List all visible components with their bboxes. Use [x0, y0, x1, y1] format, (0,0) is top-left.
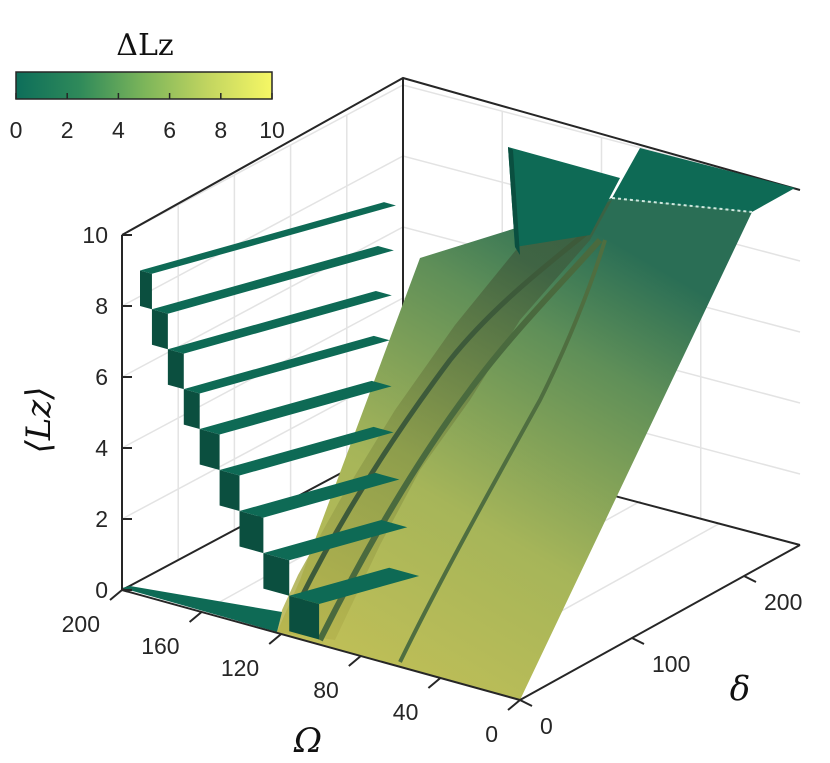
y-tick: [519, 699, 533, 707]
z-axis-label: ⟨Lz⟩: [19, 386, 59, 453]
x-tick-label: 120: [221, 655, 259, 681]
step-riser: [199, 429, 220, 470]
transition-stripe: [297, 228, 592, 602]
y-tick-label: 200: [764, 589, 802, 615]
plateau-wedge: [508, 147, 620, 247]
colorbar-tick-label: 0: [10, 117, 23, 143]
step-riser: [219, 470, 240, 511]
z-axis: 0 2 4 6 8 10: [82, 222, 132, 603]
colorbar-gradient: [15, 71, 273, 100]
step-riser: [140, 270, 152, 310]
colorbar-tick-label: 2: [61, 117, 74, 143]
axes-front: [121, 235, 801, 701]
step-riser: [167, 349, 184, 390]
step-riser: [151, 309, 168, 350]
x-tick: [507, 699, 521, 711]
x-tick-label: 80: [313, 677, 339, 703]
step-tread: [219, 426, 394, 476]
y-tick-label: 0: [540, 713, 553, 739]
transition-stripe: [317, 238, 603, 642]
y-tick-label: 100: [652, 651, 690, 677]
step-tread: [140, 202, 396, 274]
x-tick: [427, 677, 442, 689]
step-tread: [263, 520, 408, 561]
y-axis-label: δ: [730, 669, 750, 709]
axes-edge: [519, 544, 801, 701]
x-axis: 200 160 120 80 40 0: [62, 589, 521, 747]
z-tick-label: 2: [95, 506, 108, 532]
x-tick-label: 0: [485, 721, 498, 747]
colorbar-tick-label: 4: [112, 117, 125, 143]
colorbar-tick-label: 10: [259, 117, 285, 143]
step-tread: [183, 335, 390, 394]
z-tick-label: 10: [82, 222, 108, 248]
y-axis: 0 100 200: [519, 575, 802, 739]
x-tick-label: 200: [62, 611, 100, 637]
colorbar-tick-label: 6: [163, 117, 176, 143]
z-tick-label: 8: [95, 293, 108, 319]
y-tick: [631, 637, 645, 645]
step-tread: [199, 380, 392, 435]
step-tread: [289, 567, 420, 604]
step-riser: [183, 389, 200, 429]
plateau-top: [612, 148, 795, 212]
x-tick-label: 160: [141, 633, 179, 659]
plateau-wedge-side: [508, 147, 520, 255]
y-tick: [743, 575, 757, 583]
step-tread: [167, 290, 392, 354]
step-riser: [239, 511, 264, 554]
z-tick-label: 4: [95, 435, 108, 461]
step-tread: [151, 246, 394, 314]
x-tick-label: 40: [393, 699, 419, 725]
colorbar: ΔLz 0 2 4 6 8 10: [10, 28, 285, 143]
x-tick: [348, 655, 362, 667]
step-tread: [239, 472, 400, 518]
colorbar-tick-label: 8: [214, 117, 227, 143]
surface: [122, 147, 795, 700]
z-tick-label: 6: [95, 364, 108, 390]
axes-edge: [121, 589, 521, 701]
step-riser: [289, 595, 320, 640]
x-tick: [188, 611, 203, 623]
colorbar-label: ΔLz: [116, 28, 173, 63]
transition-stripe: [398, 239, 607, 663]
z-tick-label: 0: [95, 577, 108, 603]
x-axis-label: Ω: [293, 721, 322, 761]
step-riser: [263, 553, 290, 596]
floor-step: [122, 586, 282, 632]
x-tick: [109, 589, 123, 601]
x-tick: [268, 633, 282, 645]
